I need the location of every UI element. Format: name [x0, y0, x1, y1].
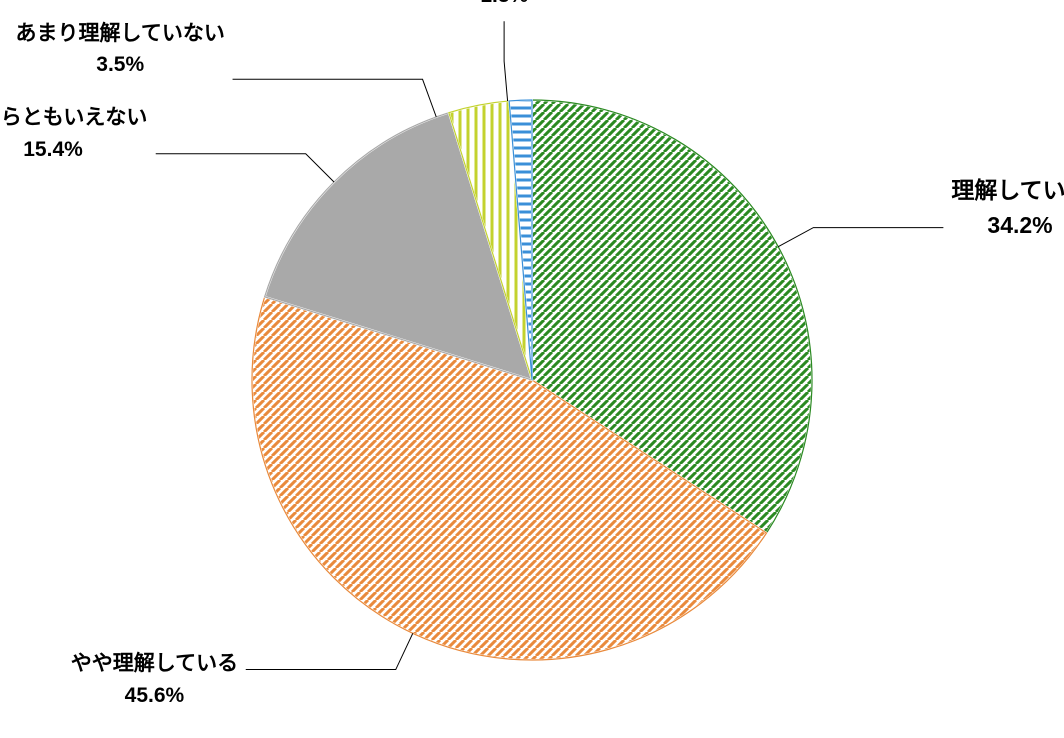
- pie-chart-svg: [0, 0, 1064, 738]
- leader-line: [778, 228, 943, 247]
- leader-line: [504, 21, 507, 101]
- leader-line: [233, 79, 437, 117]
- slice-label-percent: 34.2%: [951, 208, 1064, 243]
- chart-stage: 理解している34.2% やや理解している45.6% どちらともいえない15.4% あま…: [0, 0, 1064, 738]
- slice-label: 理解している34.2%: [951, 173, 1064, 242]
- leader-line: [156, 154, 334, 182]
- leader-line: [246, 633, 413, 669]
- slice-label: あまり理解していない3.5%: [16, 18, 225, 81]
- slice-label-percent: 1.3%: [431, 0, 577, 11]
- slice-label-percent: 15.4%: [0, 134, 147, 166]
- slice-label-name: どちらともいえない: [0, 102, 147, 134]
- slice-label-name: あまり理解していない: [16, 18, 225, 50]
- slice-label: 理解していない1.3%: [431, 0, 577, 11]
- slice-label-name: 理解している: [951, 173, 1064, 208]
- slice-label-name: やや理解している: [71, 648, 238, 680]
- slice-label: やや理解している45.6%: [71, 648, 238, 711]
- slice-label-percent: 3.5%: [16, 49, 225, 81]
- slice-label: どちらともいえない15.4%: [0, 102, 147, 165]
- slice-label-percent: 45.6%: [71, 680, 238, 712]
